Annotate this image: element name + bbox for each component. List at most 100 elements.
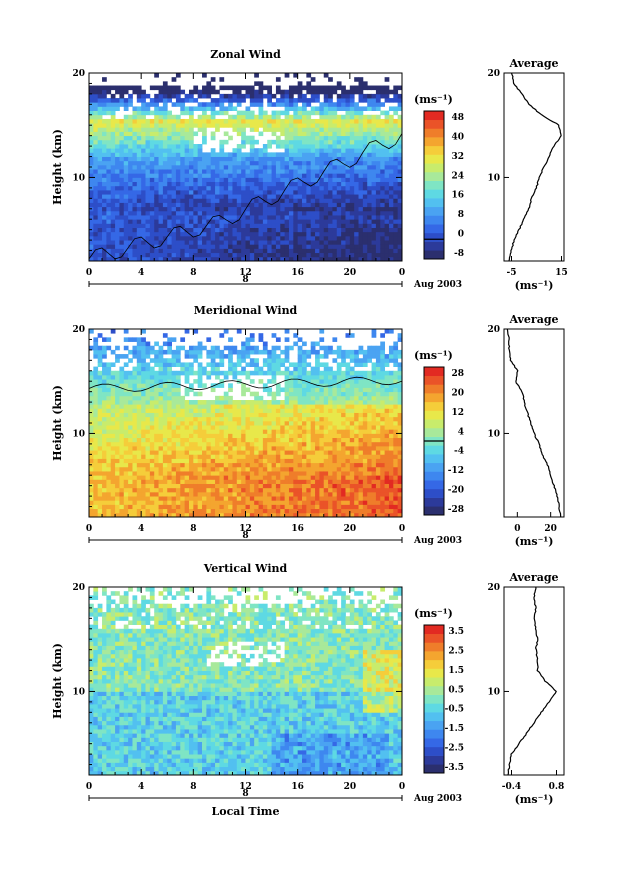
heatmap-cell (197, 462, 203, 468)
heatmap-cell (102, 110, 107, 116)
heatmap-cell (384, 156, 390, 162)
heatmap-cell (262, 152, 268, 157)
heatmap-cell (271, 483, 277, 489)
heatmap-cell (371, 118, 377, 124)
colorbar-swatch (424, 180, 444, 190)
heatmap-cell (336, 194, 342, 199)
heatmap-cell (167, 370, 172, 376)
heatmap-cell (188, 252, 194, 258)
heatmap-cell (393, 240, 399, 245)
heatmap-cell (302, 491, 307, 497)
heatmap-cell (197, 235, 203, 241)
heatmap-cell (197, 164, 203, 170)
heatmap-cell (115, 412, 120, 418)
heatmap-cell (341, 123, 346, 128)
heatmap-cell (336, 160, 342, 166)
heatmap-cell (267, 504, 272, 510)
heatmap-cell (97, 408, 103, 413)
heatmap-cell (358, 223, 364, 228)
heatmap-cell (380, 139, 386, 145)
heatmap-cell (162, 408, 168, 413)
heatmap-cell (249, 152, 255, 157)
heatmap-cell (275, 462, 281, 468)
heatmap-cell (280, 504, 286, 510)
heatmap-cell (167, 491, 172, 497)
heatmap-cell (375, 160, 381, 166)
heatmap-cell (93, 160, 99, 166)
heatmap-cell (132, 127, 138, 132)
heatmap-cell (232, 244, 238, 249)
heatmap-cell (293, 73, 299, 78)
heatmap-cell (210, 252, 216, 258)
heatmap-cell (275, 416, 281, 422)
heatmap-cell (315, 169, 320, 174)
heatmap-cell (123, 215, 129, 220)
heatmap-cell (171, 496, 177, 501)
heatmap-cell (158, 362, 164, 367)
heatmap-cell (236, 362, 242, 367)
heatmap-cell (358, 152, 364, 157)
heatmap-cell (223, 93, 229, 99)
heatmap-cell (245, 252, 251, 258)
heatmap-cell (193, 210, 199, 216)
heatmap-cell (228, 152, 233, 157)
heatmap-cell (288, 512, 294, 518)
heatmap-cell (154, 73, 159, 78)
heatmap-cell (380, 152, 386, 157)
heatmap-cell (110, 466, 116, 472)
heatmap-cell (345, 89, 351, 95)
heatmap-cell (297, 248, 303, 254)
heatmap-cell (236, 462, 242, 468)
heatmap-cell (275, 500, 281, 505)
heatmap-cell (158, 374, 164, 380)
heatmap-cell (193, 219, 199, 224)
heatmap-cell (284, 73, 290, 78)
heatmap-cell (167, 139, 172, 145)
heatmap-cell (171, 491, 177, 497)
heatmap-cell (89, 223, 94, 228)
heatmap-cell (315, 349, 320, 355)
heatmap-cell (232, 475, 238, 480)
heatmap-cell (115, 127, 120, 132)
heatmap-cell (145, 462, 151, 468)
heatmap-cell (258, 231, 264, 237)
heatmap-cell (310, 454, 316, 459)
heatmap-cell (136, 404, 142, 409)
heatmap-cell (210, 240, 216, 245)
heatmap-cell (184, 500, 190, 505)
heatmap-cell (167, 425, 172, 430)
heatmap-cell (388, 131, 394, 137)
heatmap-cell (397, 177, 403, 183)
heatmap-cell (267, 429, 272, 434)
heatmap-cell (202, 244, 207, 249)
heatmap-cell (262, 231, 268, 237)
heatmap-cell (202, 110, 207, 116)
heatmap-cell (184, 144, 190, 149)
heatmap-cell (154, 123, 159, 128)
heatmap-cell (236, 412, 242, 418)
heatmap-cell (210, 215, 216, 220)
heatmap-cell (271, 215, 277, 220)
heatmap-cell (110, 491, 116, 497)
heatmap-cell (262, 206, 268, 212)
heatmap-cell (302, 450, 307, 455)
heatmap-cell (110, 420, 116, 426)
heatmap-cell (315, 152, 320, 157)
colorbar-swatch (424, 154, 444, 164)
heatmap-cell (128, 118, 133, 124)
heatmap-cell (232, 454, 238, 459)
heatmap-cell (175, 345, 181, 351)
heatmap-cell (167, 185, 172, 191)
heatmap-cell (258, 404, 264, 409)
colorbar-swatch (424, 145, 444, 155)
heatmap-cell (254, 479, 259, 484)
heatmap-cell (275, 235, 281, 241)
heatmap-cell (132, 349, 138, 355)
heatmap-cell (288, 114, 294, 120)
heatmap-cell (149, 256, 155, 262)
heatmap-cell (119, 450, 125, 455)
heatmap-cell (293, 496, 299, 501)
heatmap-cell (258, 248, 264, 254)
heatmap-cell (145, 189, 151, 195)
heatmap-cell (223, 252, 229, 258)
